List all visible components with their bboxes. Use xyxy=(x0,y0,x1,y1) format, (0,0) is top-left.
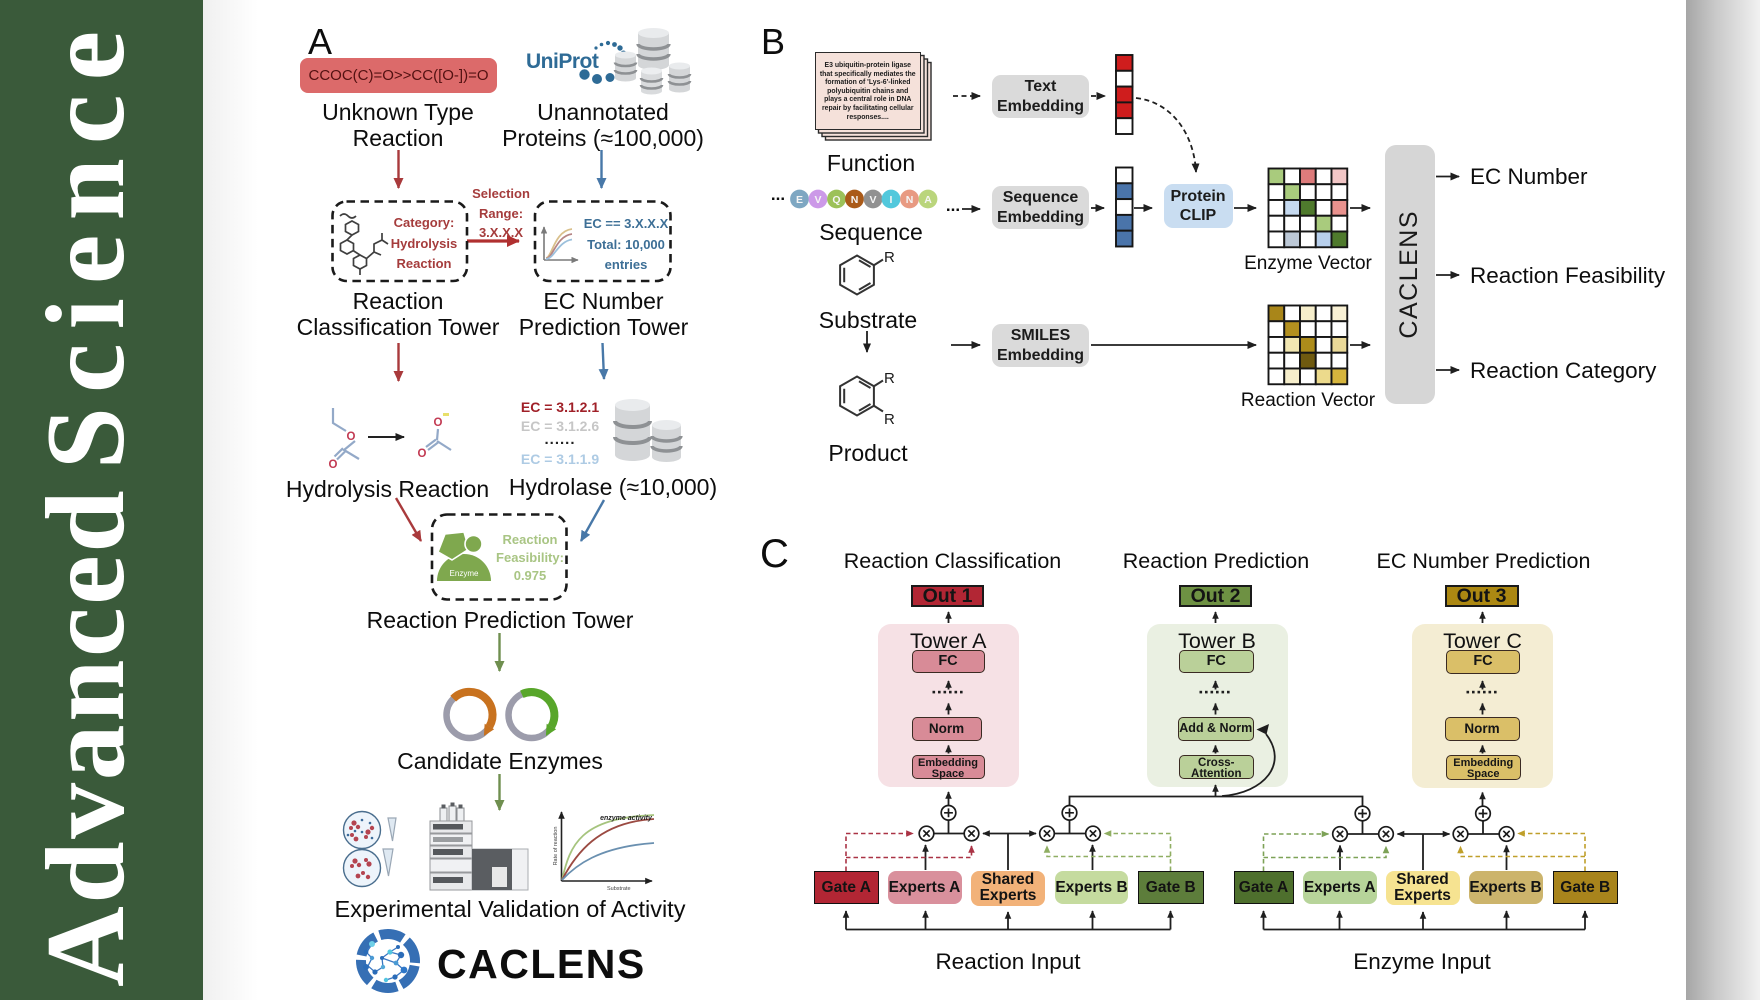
svg-text:N: N xyxy=(906,194,914,206)
svg-text:O: O xyxy=(434,417,443,429)
svg-text:Q: Q xyxy=(832,194,840,206)
svg-text:V: V xyxy=(869,194,876,206)
svg-text:N: N xyxy=(851,194,859,206)
svg-text:O: O xyxy=(347,431,356,443)
svg-text:Rate of reaction: Rate of reaction xyxy=(553,827,559,866)
svg-text:R: R xyxy=(884,411,895,428)
svg-text:Substrate: Substrate xyxy=(607,886,631,892)
svg-text:R: R xyxy=(884,370,895,387)
svg-text:R: R xyxy=(884,249,895,266)
svg-text:A: A xyxy=(924,194,932,206)
svg-text:O: O xyxy=(329,459,338,471)
svg-text:enzyme activity: enzyme activity xyxy=(600,815,653,822)
svg-text:O: O xyxy=(418,448,427,460)
svg-text:Enzyme: Enzyme xyxy=(450,569,479,578)
svg-text:V: V xyxy=(814,194,821,206)
svg-text:I: I xyxy=(890,194,893,206)
svg-text:E: E xyxy=(796,194,803,206)
